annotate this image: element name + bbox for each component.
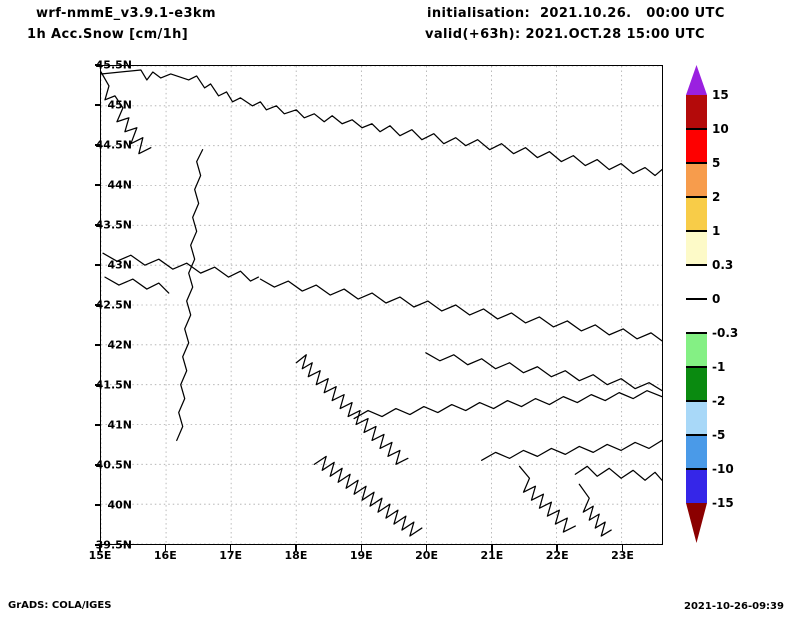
coastline-and-border-map — [101, 69, 662, 537]
y-axis-tick-mark — [95, 464, 101, 466]
map-plot-area[interactable] — [100, 65, 663, 545]
x-axis-tick-label: 16E — [153, 549, 177, 562]
colorbar-band — [686, 333, 707, 367]
colorbar-tick-line — [686, 332, 707, 334]
colorbar-tick-line — [686, 196, 707, 198]
colorbar-band — [686, 469, 707, 503]
y-axis-tick-mark — [95, 104, 101, 106]
y-axis-tick-mark — [95, 344, 101, 346]
colorbar-tick-label: -10 — [712, 462, 734, 476]
colorbar-tick-label: 2 — [712, 190, 721, 204]
x-axis-tick-mark — [491, 545, 493, 551]
colorbar-tick-label: 0.3 — [712, 258, 734, 272]
y-axis-tick-mark — [95, 424, 101, 426]
colorbar-tick-label: 5 — [712, 156, 721, 170]
colorbar-tick-line — [686, 162, 707, 164]
colorbar-tick-label: 10 — [712, 122, 729, 136]
generation-timestamp: 2021-10-26-09:39 — [684, 601, 784, 612]
colorbar-tick-line — [686, 298, 707, 300]
x-axis-tick-mark — [164, 545, 167, 551]
colorbar-band — [686, 231, 707, 265]
x-axis-tick-mark — [556, 545, 558, 551]
colorbar-band — [686, 435, 707, 469]
colorbar-tick-line — [686, 128, 707, 130]
grads-credit: GrADS: COLA/IGES — [8, 600, 112, 611]
x-axis-tick-label: 15E — [88, 549, 112, 562]
y-axis-tick-label: 45N — [107, 98, 132, 112]
initialisation-time: initialisation: 2021.10.26. 00:00 UTC — [427, 6, 725, 21]
colorbar-tick-label: -1 — [712, 360, 726, 374]
y-axis-tick-mark — [95, 264, 101, 266]
colorbar-band — [686, 197, 707, 231]
x-axis-tick-mark — [99, 545, 101, 551]
y-axis-tick-mark — [95, 64, 101, 66]
colorbar-band — [686, 401, 707, 435]
y-axis-tick-label: 39.5N — [95, 538, 132, 552]
colorbar-tick-line — [686, 468, 707, 470]
colorbar-tick-line — [686, 230, 707, 232]
y-axis-tick-mark — [95, 544, 101, 546]
x-axis-tick-label: 22E — [545, 549, 569, 562]
x-axis-tick-label: 18E — [284, 549, 308, 562]
x-axis-tick-mark — [621, 545, 624, 551]
model-title: wrf-nmmE_v3.9.1-e3km — [36, 6, 216, 21]
x-axis-tick-label: 20E — [415, 549, 438, 562]
colorbar-tick-label: -2 — [712, 394, 726, 408]
x-axis-tick-mark — [229, 545, 232, 551]
colorbar-tick-line — [686, 366, 707, 368]
x-axis-tick-label: 17E — [219, 549, 243, 562]
colorbar-band — [686, 95, 707, 129]
y-axis-tick-mark — [95, 384, 101, 386]
valid-time: valid(+63h): 2021.OCT.28 15:00 UTC — [425, 27, 705, 42]
y-axis-tick-label: 41N — [107, 418, 132, 432]
colorbar-tick-line — [686, 434, 707, 436]
y-axis-tick-label: 42.5N — [95, 298, 132, 312]
colorbar-tick-label: -0.3 — [712, 326, 739, 340]
y-axis-tick-label: 45.5N — [95, 58, 132, 72]
lat-lon-grid — [101, 66, 662, 544]
y-axis-tick-mark — [95, 184, 101, 186]
x-axis-tick-mark — [295, 545, 297, 551]
colorbar-over-arrow — [686, 65, 707, 95]
y-axis-tick-label: 44.5N — [95, 138, 132, 152]
x-axis-tick-mark — [360, 545, 363, 551]
colorbar-tick-label: -15 — [712, 496, 734, 510]
x-axis-tick-mark — [425, 545, 428, 551]
y-axis-tick-label: 40.5N — [95, 458, 132, 472]
colorbar-tick-line — [686, 264, 707, 266]
colorbar-tick-label: 15 — [712, 88, 729, 102]
colorbar-band — [686, 163, 707, 197]
colorbar-band — [686, 299, 707, 333]
x-axis-tick-label: 23E — [611, 549, 634, 562]
x-axis-tick-label: 19E — [349, 549, 373, 562]
colorbar-band — [686, 367, 707, 401]
colorbar[interactable] — [686, 95, 707, 503]
colorbar-tick-label: -5 — [712, 428, 726, 442]
colorbar-band — [686, 265, 707, 299]
y-axis-tick-mark — [95, 304, 101, 306]
x-axis-tick-label: 21E — [480, 549, 504, 562]
y-axis-tick-label: 43.5N — [95, 218, 132, 232]
y-axis-tick-label: 41.5N — [95, 378, 132, 392]
y-axis-tick-label: 44N — [107, 178, 132, 192]
colorbar-tick-label: 0 — [712, 292, 721, 306]
field-title: 1h Acc.Snow [cm/1h] — [27, 27, 189, 42]
colorbar-under-arrow — [686, 503, 707, 543]
colorbar-tick-label: 1 — [712, 224, 721, 238]
y-axis-tick-label: 43N — [107, 258, 132, 272]
colorbar-band — [686, 129, 707, 163]
y-axis-tick-label: 40N — [107, 498, 132, 512]
y-axis-tick-mark — [95, 144, 101, 146]
y-axis-tick-label: 42N — [107, 338, 132, 352]
y-axis-tick-mark — [95, 224, 101, 226]
y-axis-tick-mark — [95, 504, 101, 506]
colorbar-tick-line — [686, 400, 707, 402]
